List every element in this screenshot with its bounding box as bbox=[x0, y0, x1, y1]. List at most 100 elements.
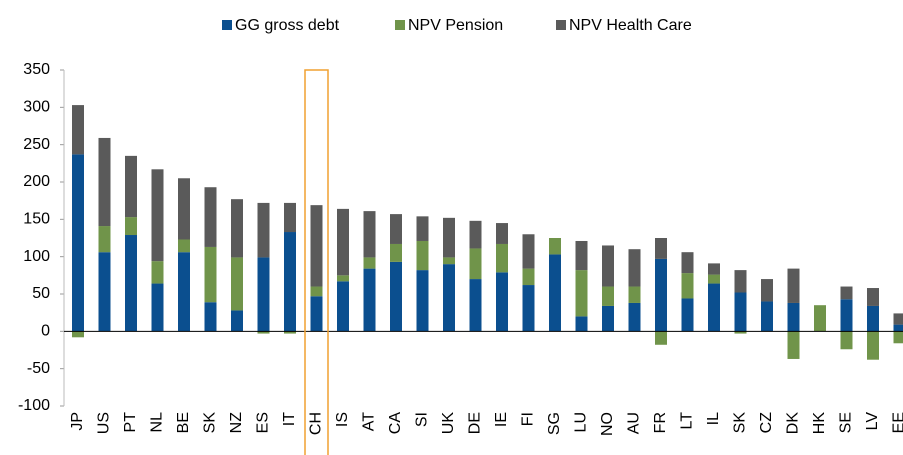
bar-segment bbox=[98, 252, 111, 332]
x-tick-label: LV bbox=[864, 412, 881, 431]
bar-segment bbox=[231, 199, 243, 258]
bar-segment bbox=[178, 178, 190, 240]
bar-segment bbox=[840, 299, 853, 332]
x-tick-label: NO bbox=[599, 412, 616, 436]
bar-segment bbox=[363, 257, 376, 269]
bar-segment bbox=[867, 305, 879, 332]
bar-segment bbox=[204, 187, 217, 247]
bar-segment bbox=[734, 292, 747, 332]
bar-segment bbox=[496, 243, 508, 273]
legend-swatch bbox=[556, 20, 566, 30]
x-tick-label: CZ bbox=[758, 412, 775, 434]
bar-segment bbox=[337, 275, 349, 282]
bar-segment bbox=[840, 286, 853, 300]
x-tick-label: SK bbox=[732, 412, 749, 434]
bar-segment bbox=[575, 240, 588, 271]
y-tick-label: 250 bbox=[23, 136, 50, 153]
bar-segment bbox=[178, 252, 190, 332]
bar-segment bbox=[496, 223, 508, 244]
bar-segment bbox=[390, 214, 402, 244]
bar-segment bbox=[363, 268, 376, 332]
bar-segment bbox=[708, 283, 720, 332]
x-tick-label: FR bbox=[652, 412, 669, 433]
bar-segment bbox=[284, 232, 296, 332]
bar-segment bbox=[257, 331, 270, 334]
bar-segment bbox=[310, 205, 323, 287]
legend-label: NPV Health Care bbox=[569, 17, 692, 34]
bar-segment bbox=[284, 331, 296, 334]
bar-segment bbox=[867, 288, 879, 306]
bar-segment bbox=[602, 245, 614, 287]
bar-segment bbox=[787, 331, 800, 359]
x-tick-label: ES bbox=[255, 412, 272, 433]
bar-segment bbox=[231, 257, 243, 311]
bar-segment bbox=[72, 105, 84, 155]
bar-segment bbox=[178, 239, 190, 253]
x-tick-label: NL bbox=[149, 412, 166, 433]
bar-segment bbox=[390, 261, 402, 332]
x-tick-label: SG bbox=[546, 412, 563, 435]
y-tick-label: 350 bbox=[23, 61, 50, 78]
x-tick-label: CA bbox=[387, 412, 404, 435]
bar-segment bbox=[151, 283, 164, 332]
bar-segment bbox=[734, 270, 747, 293]
bar-segment bbox=[681, 252, 694, 274]
x-tick-label: SK bbox=[202, 412, 219, 434]
bar-segment bbox=[522, 268, 535, 286]
bar-segment bbox=[337, 281, 349, 332]
bar-segment bbox=[98, 137, 111, 227]
bar-segment bbox=[628, 286, 641, 303]
x-tick-label: CH bbox=[308, 412, 325, 435]
bar-segment bbox=[257, 202, 270, 258]
bar-segment bbox=[893, 331, 903, 344]
bar-segment bbox=[496, 272, 508, 332]
bar-segment bbox=[893, 313, 903, 325]
bar-segment bbox=[681, 298, 694, 332]
y-tick-label: 200 bbox=[23, 173, 50, 190]
bar-segment bbox=[761, 279, 773, 302]
x-tick-label: IS bbox=[334, 412, 351, 427]
x-tick-label: IE bbox=[493, 412, 510, 427]
bar-segment bbox=[469, 220, 482, 249]
bar-segment bbox=[416, 240, 429, 271]
legend-label: GG gross debt bbox=[235, 17, 340, 34]
bar-segment bbox=[893, 324, 903, 332]
bar-segment bbox=[787, 302, 800, 332]
x-tick-label: FI bbox=[520, 412, 537, 426]
bar-segment bbox=[204, 302, 217, 332]
bar-segment bbox=[416, 270, 429, 332]
bar-segment bbox=[310, 296, 323, 332]
bar-segment bbox=[628, 249, 641, 287]
x-tick-label: AT bbox=[361, 412, 378, 431]
bar-segment bbox=[151, 261, 164, 284]
x-tick-label: US bbox=[96, 412, 113, 434]
x-tick-label: EE bbox=[891, 412, 903, 433]
plot-area: -100 -50 0 50 100 150 200 250 300 350 JP US PT NL BE SK… bbox=[18, 61, 903, 436]
bar-segment bbox=[628, 302, 641, 332]
bar-segment bbox=[681, 273, 694, 299]
bar-segment bbox=[125, 217, 137, 236]
x-tick-label: LT bbox=[679, 412, 696, 430]
x-tick-label: NZ bbox=[228, 412, 245, 434]
bar-segment bbox=[337, 208, 349, 276]
bar-segment bbox=[734, 331, 747, 334]
bar-segment bbox=[708, 263, 720, 275]
bar-segment bbox=[814, 305, 826, 332]
bar-segment bbox=[655, 238, 667, 259]
bar-segment bbox=[363, 211, 376, 258]
bar-segment bbox=[416, 216, 429, 241]
bar-segment bbox=[840, 331, 853, 350]
bar-segment bbox=[708, 274, 720, 284]
x-tick-label: SI bbox=[414, 412, 431, 427]
bar-segment bbox=[125, 235, 137, 332]
bar-segment bbox=[443, 264, 455, 332]
legend-swatch bbox=[222, 20, 232, 30]
bar-segment bbox=[443, 217, 455, 258]
x-tick-label: UK bbox=[440, 412, 457, 435]
y-tick-label: 50 bbox=[32, 285, 50, 302]
y-tick-label: 0 bbox=[41, 323, 50, 340]
bar-segment bbox=[72, 154, 84, 332]
legend-label: NPV Pension bbox=[408, 17, 503, 34]
